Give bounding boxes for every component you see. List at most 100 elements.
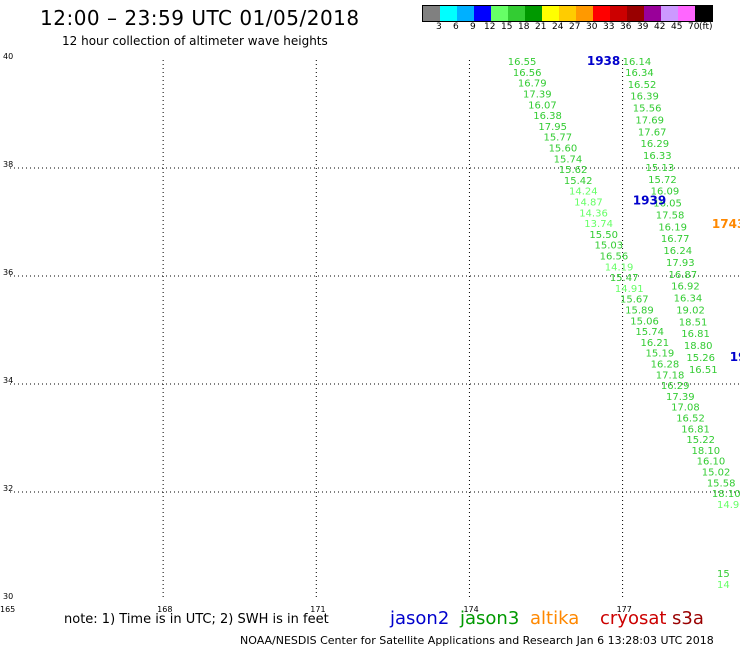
scale-label: (ft) (699, 22, 713, 32)
scale-label: 3 (436, 22, 442, 32)
scale-label: 42 (654, 22, 666, 32)
time-label: 19 (730, 350, 740, 364)
data-label: 16.56 (513, 68, 542, 79)
scale-label: 15 (501, 22, 513, 32)
data-label: 15.02 (702, 467, 731, 478)
scale-swatch (474, 6, 491, 21)
legend-s3a: s3a (672, 608, 704, 629)
data-label: 16.21 (640, 338, 669, 349)
scale-label: 27 (569, 22, 581, 32)
data-label: 16.29 (661, 381, 690, 392)
data-label: 14.19 (605, 262, 634, 273)
scale-label: 33 (603, 22, 615, 32)
legend-jason2: jason2 (390, 608, 450, 629)
data-label: 17.69 (635, 115, 664, 126)
scale-label: 24 (552, 22, 564, 32)
scale-label: 30 (586, 22, 598, 32)
scale-swatch (661, 6, 678, 21)
data-label: 16.29 (640, 139, 669, 150)
data-label: 17.08 (671, 403, 700, 414)
scale-swatch (423, 6, 440, 21)
time-label: 1938 (587, 54, 620, 68)
scale-swatch (440, 6, 457, 21)
data-label: 18.10 (712, 489, 740, 500)
x-tick-label: 174 (463, 605, 478, 614)
data-label: 16.55 (508, 57, 537, 68)
y-tick-label: 34 (3, 376, 13, 385)
scale-swatch (593, 6, 610, 21)
data-label: 16.33 (643, 151, 672, 162)
data-label: 14.91 (615, 284, 644, 295)
data-label: 15.74 (635, 327, 664, 338)
data-label: 16.56 (600, 251, 629, 262)
scale-swatch (491, 6, 508, 21)
data-label: 16.38 (533, 111, 562, 122)
data-label: 16.79 (518, 79, 547, 90)
scale-swatch (644, 6, 661, 21)
scale-label: 70 (688, 22, 700, 32)
scale-swatch (627, 6, 644, 21)
data-label: 16.10 (697, 457, 726, 468)
data-label: 16.39 (630, 92, 659, 103)
legend-jason3: jason3 (460, 608, 520, 629)
data-label: 14.87 (574, 197, 603, 208)
legend-altika: altika (530, 608, 580, 629)
data-label: 16.92 (671, 282, 700, 293)
page-subtitle: 12 hour collection of altimeter wave hei… (62, 34, 328, 48)
data-label: 14 (717, 580, 730, 591)
scale-swatch (559, 6, 576, 21)
data-label: 16.34 (625, 68, 654, 79)
scale-swatch (695, 6, 712, 21)
data-label: 15.67 (620, 295, 649, 306)
data-label: 18.80 (684, 341, 713, 352)
data-label: 16.52 (676, 413, 705, 424)
data-label: 15.50 (589, 230, 618, 241)
data-label: 17.93 (666, 258, 695, 269)
data-label: 16.77 (661, 234, 690, 245)
footer-credit: NOAA/NESDIS Center for Satellite Applica… (240, 634, 714, 647)
data-label: 15.06 (630, 316, 659, 327)
data-label: 16.19 (658, 222, 687, 233)
scale-swatch (457, 6, 474, 21)
x-tick-label: 177 (617, 605, 632, 614)
note-text: note: 1) Time is in UTC; 2) SWH is in fe… (64, 612, 329, 627)
color-scale (422, 5, 713, 22)
data-label: 17.95 (538, 122, 567, 133)
time-label: 1939 (633, 193, 666, 207)
x-tick-label: 168 (157, 605, 172, 614)
data-label: 16.87 (669, 270, 698, 281)
scale-label: 39 (637, 22, 649, 32)
data-label: 15.74 (554, 154, 583, 165)
data-label: 15.56 (633, 104, 662, 115)
scale-label: 6 (453, 22, 459, 32)
scale-swatch (678, 6, 695, 21)
scale-swatch (542, 6, 559, 21)
data-label: 16.24 (663, 246, 692, 257)
data-label: 16.51 (689, 365, 718, 376)
scale-label: 12 (484, 22, 496, 32)
data-label: 18.10 (692, 446, 721, 457)
data-label: 15.22 (686, 435, 715, 446)
data-label: 15 (717, 569, 730, 580)
scale-swatch (576, 6, 593, 21)
data-label: 15.26 (686, 353, 715, 364)
data-label: 15.03 (595, 241, 624, 252)
data-label: 16.34 (674, 294, 703, 305)
data-label: 15.77 (543, 133, 572, 144)
data-label: 16.07 (528, 100, 557, 111)
scale-label: 18 (518, 22, 530, 32)
scale-label: 9 (470, 22, 476, 32)
data-label: 17.67 (638, 127, 667, 138)
data-label: 13.74 (584, 219, 613, 230)
x-tick-label: 165 (0, 605, 15, 614)
scale-swatch (508, 6, 525, 21)
scale-label: 21 (535, 22, 547, 32)
data-label: 14.36 (579, 208, 608, 219)
legend-cryosat: cryosat (600, 608, 667, 629)
data-label: 17.18 (656, 370, 685, 381)
x-tick-label: 171 (310, 605, 325, 614)
data-label: 15.62 (559, 165, 588, 176)
data-label: 18.51 (679, 317, 708, 328)
data-label: 19.02 (676, 305, 705, 316)
